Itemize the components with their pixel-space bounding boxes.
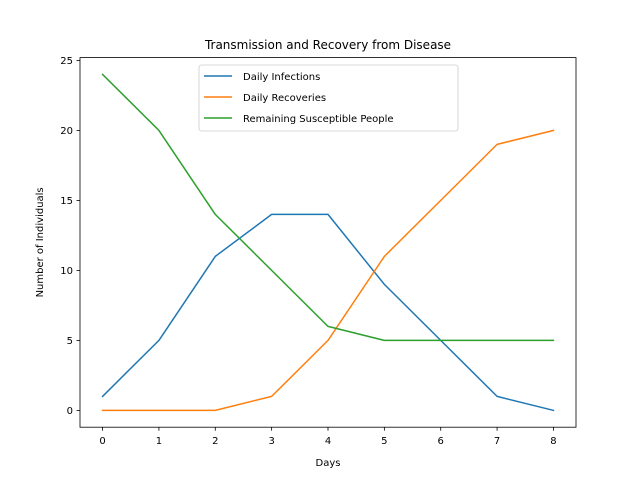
y-tick-label: 0	[67, 406, 73, 417]
x-tick-label: 5	[381, 436, 387, 447]
y-tick-label: 10	[60, 266, 73, 277]
y-axis: 0 5 10 15 20 25	[60, 56, 80, 417]
x-tick-label: 6	[438, 436, 444, 447]
x-tick-label: 3	[268, 436, 274, 447]
legend-box	[198, 64, 459, 132]
x-tick-label: 7	[494, 436, 500, 447]
y-tick-label: 25	[60, 56, 73, 67]
legend-label: Daily Recoveries	[243, 93, 326, 104]
series-layer	[101, 73, 555, 412]
x-tick-label: 8	[550, 436, 556, 447]
chart-title: Transmission and Recovery from Disease	[204, 38, 451, 52]
x-axis-label: Days	[316, 458, 341, 469]
series-line-3	[101, 73, 555, 342]
legend-label: Remaining Susceptible People	[243, 114, 394, 125]
series-line-1	[101, 213, 555, 412]
x-axis: 0 1 2 3 4 5 6 7 8	[99, 427, 557, 447]
x-tick-label: 0	[99, 436, 105, 447]
y-tick-label: 15	[60, 196, 73, 207]
y-axis-label: Number of Individuals	[35, 187, 46, 297]
series-line-2	[101, 129, 555, 412]
x-tick-label: 2	[212, 436, 218, 447]
y-tick-label: 20	[60, 126, 73, 137]
x-tick-label: 1	[156, 436, 162, 447]
y-tick-label: 5	[67, 336, 73, 347]
legend: Daily Infections Daily Recoveries Remainin…	[198, 64, 459, 132]
x-tick-label: 4	[325, 436, 331, 447]
legend-label: Daily Infections	[243, 72, 320, 83]
